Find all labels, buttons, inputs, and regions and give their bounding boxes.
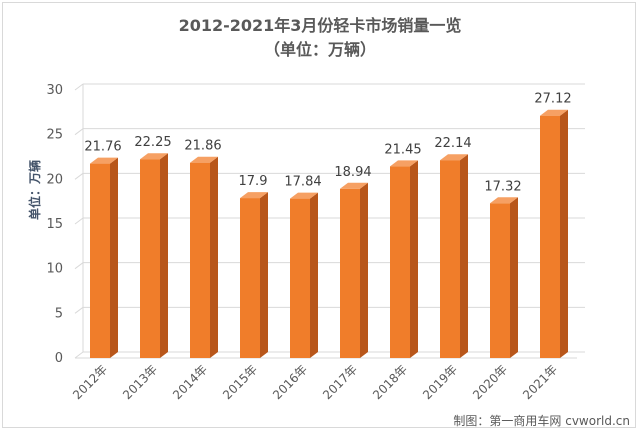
source-credit: 制图：第一商用车网 cvworld.cn [453,414,630,428]
gridline-diag [74,83,84,91]
bar-side [410,160,418,358]
chart-title: 2012-2021年3月份轻卡市场销量一览 [178,16,462,35]
data-label: 21.45 [384,142,421,157]
x-tick-label: 2021年 [520,362,560,402]
x-tick-label: 2014年 [170,362,210,402]
bar-top [340,182,368,189]
bar-side [210,156,218,358]
x-tick-label: 2018年 [370,362,410,402]
data-label: 21.86 [184,139,221,154]
x-tick-label: 2019年 [420,362,460,402]
bar-top [240,192,268,199]
bar-top [190,156,218,163]
bar-top [140,153,168,160]
chart-subtitle: （单位：万辆） [263,40,376,59]
x-tick-label: 2013年 [120,362,160,402]
bar [440,160,460,358]
bar [540,115,560,358]
bar-side [160,153,168,358]
bar-top [490,197,518,204]
bar-top [540,109,568,116]
y-tick-label: 0 [55,351,63,366]
y-tick-label: 20 [46,172,63,187]
data-label: 17.32 [484,179,521,194]
bar-top [290,192,318,199]
gridline-diag [74,172,84,180]
bar [490,203,510,358]
bar [140,159,160,358]
x-tick-label: 2020年 [470,362,510,402]
x-tick-label: 2012年 [70,362,110,402]
data-label: 22.25 [134,135,171,150]
bar-side [460,154,468,358]
data-label: 18.94 [334,165,371,180]
bar-side [510,197,518,358]
y-tick-label: 5 [55,306,63,321]
bar [190,162,210,358]
y-tick-label: 15 [46,217,63,232]
bar [90,163,110,358]
gridline-diag [74,262,84,270]
data-label: 17.9 [239,174,268,189]
x-tick-label: 2016年 [270,362,310,402]
data-label: 17.84 [284,175,321,190]
y-tick-label: 10 [46,262,63,277]
gridline-diag [74,128,84,136]
x-tick-label: 2015年 [220,362,260,402]
bar-side [110,157,118,358]
gridline-diag [74,351,84,359]
y-tick-label: 30 [46,83,63,98]
y-tick-label: 25 [46,128,63,143]
data-label: 27.12 [534,92,571,107]
bar [290,198,310,358]
bar-top [440,154,468,161]
gridline-diag [74,217,84,225]
bar-top [390,160,418,167]
bar-top [90,157,118,164]
data-label: 22.14 [434,136,471,151]
gridline-diag [74,306,84,314]
bar [240,198,260,358]
bar [390,166,410,358]
bar [340,188,360,358]
x-tick-label: 2017年 [320,362,360,402]
bar-side [560,109,568,358]
bar-side [310,192,318,358]
bar-side [260,192,268,358]
bar-side [360,182,368,358]
data-label: 21.76 [84,140,121,155]
